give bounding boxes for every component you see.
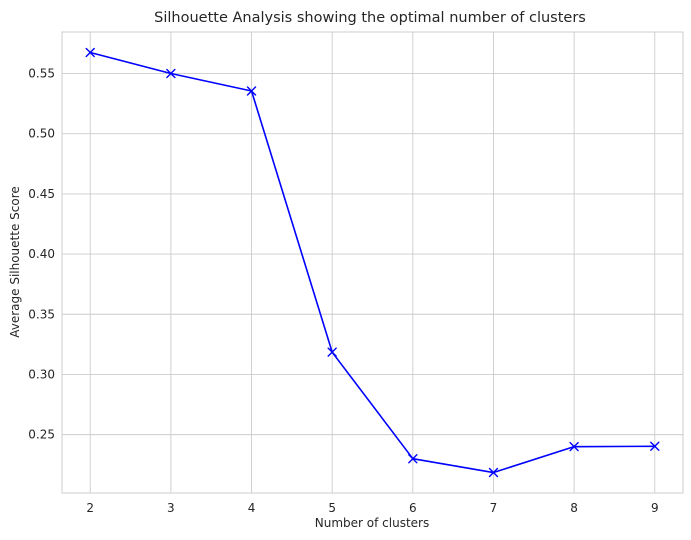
x-tick-label: 4 — [248, 501, 256, 515]
data-point-marker — [408, 453, 418, 464]
data-point-marker — [488, 467, 499, 478]
y-tick-label: 0.25 — [28, 428, 55, 442]
x-tick-label: 3 — [167, 501, 175, 515]
x-tick-label: 2 — [86, 501, 94, 515]
x-tick-label: 5 — [328, 501, 336, 515]
data-point-marker — [246, 86, 257, 96]
x-tick-label: 7 — [490, 501, 498, 515]
y-tick-label: 0.35 — [28, 307, 55, 321]
data-point-marker — [650, 441, 660, 451]
y-tick-label: 0.40 — [28, 247, 55, 261]
series-line — [90, 51, 655, 474]
x-tick-label: 6 — [409, 501, 417, 515]
chart-title: Silhouette Analysis showing the optimal … — [154, 10, 586, 26]
x-axis-ticks: 2 3 4 5 6 7 8 9 — [86, 501, 658, 515]
plot-frame — [61, 31, 684, 494]
y-axis-ticks: 0.25 0.30 0.35 0.40 0.45 0.50 0.55 — [28, 67, 55, 442]
x-axis-label: Number of clusters — [315, 516, 429, 530]
grid — [62, 32, 683, 493]
y-tick-label: 0.50 — [28, 127, 55, 141]
data-point-marker — [166, 68, 176, 79]
y-tick-label: 0.55 — [28, 67, 55, 81]
x-tick-label: 8 — [570, 501, 578, 515]
data-point-marker — [85, 47, 95, 58]
y-tick-label: 0.30 — [28, 367, 55, 381]
data-point-marker — [569, 441, 579, 452]
y-axis-label: Average Silhouette Score — [8, 186, 22, 338]
series — [85, 47, 660, 478]
x-tick-label: 9 — [651, 501, 659, 515]
data-point-marker — [327, 347, 337, 357]
y-tick-label: 0.45 — [28, 187, 55, 201]
